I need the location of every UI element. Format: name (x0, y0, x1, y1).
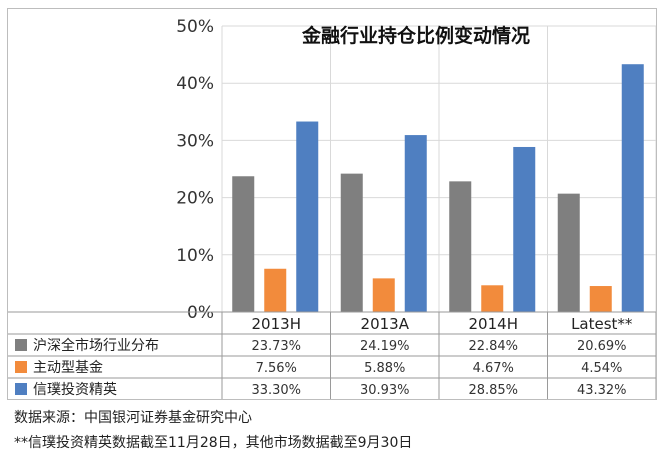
data-label: 24.19% (360, 339, 410, 354)
bar (621, 64, 644, 312)
bar (557, 193, 580, 312)
data-label: 22.84% (468, 339, 518, 354)
gridlines (221, 25, 656, 313)
bar (449, 181, 472, 312)
y-tick-label: 20% (176, 189, 214, 209)
x-tick-label: Latest** (571, 315, 633, 333)
x-tick-label: 2013A (361, 315, 410, 333)
data-label: 5.88% (364, 361, 405, 376)
bar (589, 286, 612, 312)
data-label: 33.30% (251, 383, 301, 398)
chart-frame: 0% 10% 20% 30% 40% 50% 金融行业持仓比例变动情况 2013H 2013… (7, 8, 657, 400)
data-label: 28.85% (468, 383, 518, 398)
data-table: 2013H 2013A 2014H Latest** 沪深全市场行业分布 23.73% 24… (8, 311, 656, 399)
bars (232, 64, 644, 312)
legend-label: 沪深全市场行业分布 (33, 337, 159, 354)
data-label: 43.32% (577, 383, 627, 398)
bar (481, 285, 504, 312)
bar (296, 121, 319, 312)
data-label: 4.67% (473, 361, 514, 376)
chart-title: 金融行业持仓比例变动情况 (301, 24, 530, 47)
y-tick-label: 10% (176, 246, 214, 266)
legend-label: 信璞投资精英 (33, 381, 117, 398)
y-tick-label: 50% (176, 17, 214, 37)
source-note: 数据来源：中国银河证券基金研究中心 (14, 410, 252, 426)
legend-label: 主动型基金 (33, 359, 103, 376)
footnote: **信璞投资精英数据截至11月28日，其他市场数据截至9月30日 (14, 435, 413, 451)
y-tick-label: 30% (176, 131, 214, 151)
bar (340, 173, 363, 312)
legend-swatch (15, 339, 27, 351)
legend-swatch (15, 383, 27, 395)
data-label: 4.54% (581, 361, 622, 376)
y-tick-label: 0% (187, 303, 214, 323)
bar (513, 146, 536, 312)
bar (264, 268, 287, 312)
data-label: 20.69% (577, 339, 627, 354)
bar (232, 176, 255, 312)
y-tick-labels: 0% 10% 20% 30% 40% 50% (176, 17, 214, 323)
data-label: 7.56% (256, 361, 297, 376)
y-tick-label: 40% (176, 74, 214, 94)
bar (404, 135, 427, 312)
x-tick-label: 2014H (469, 315, 518, 333)
legend-swatch (15, 361, 27, 373)
data-label: 23.73% (251, 339, 301, 354)
data-label: 30.93% (360, 383, 410, 398)
bar (372, 278, 395, 312)
bar-chart: 0%10%20%30%40%50% 金融行业持仓比例变动情况 2013H 2013… (8, 17, 656, 399)
x-tick-label: 2013H (252, 315, 301, 333)
